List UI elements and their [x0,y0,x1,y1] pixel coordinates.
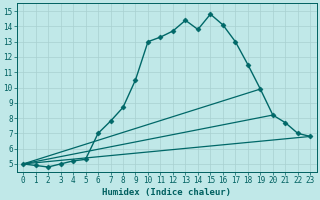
X-axis label: Humidex (Indice chaleur): Humidex (Indice chaleur) [102,188,231,197]
